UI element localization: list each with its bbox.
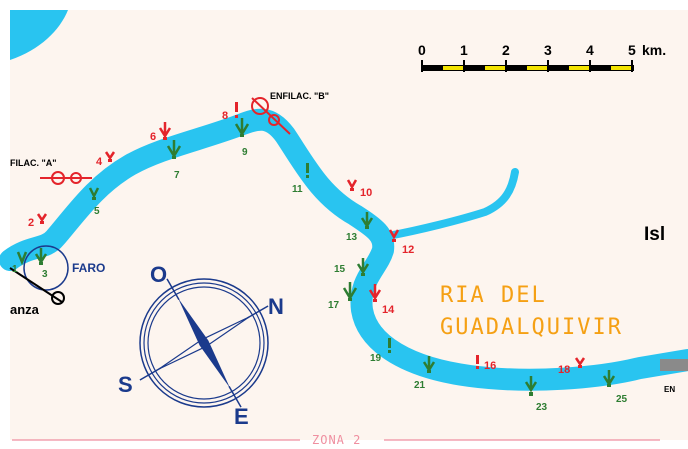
faro-circle <box>23 245 69 291</box>
en-right-label: EN <box>664 385 675 394</box>
water-top-left <box>10 10 68 60</box>
compass-rose <box>139 278 269 408</box>
green-marker-19-label: 19 <box>370 353 382 364</box>
scale-tick-2: 2 <box>502 42 510 58</box>
red-marker-12-label: 12 <box>402 244 414 256</box>
green-marker-7 <box>166 140 182 159</box>
red-marker-6 <box>158 122 172 140</box>
jetty-right <box>660 359 688 371</box>
green-marker-17-label: 17 <box>328 300 340 311</box>
compass-north: N <box>268 294 284 319</box>
scale-tick-0: 0 <box>418 42 426 58</box>
green-marker-19 <box>388 338 391 353</box>
red-marker-8 <box>235 102 238 118</box>
green-marker-25 <box>602 370 616 387</box>
river-name-line2: GUADALQUIVIR <box>440 315 623 340</box>
red-marker-10-label: 10 <box>360 187 372 199</box>
isl-label: Isl <box>644 224 665 245</box>
enfilacion-b-symbol <box>251 97 291 135</box>
black-light-symbol <box>9 267 65 305</box>
scale-tick-3: 3 <box>544 42 552 58</box>
red-marker-18-label: 18 <box>558 364 570 376</box>
scale-unit: km. <box>642 42 666 58</box>
red-marker-10 <box>346 179 358 191</box>
green-marker-15-label: 15 <box>334 264 346 275</box>
red-marker-16 <box>476 355 479 369</box>
scale-tick-5: 5 <box>628 42 636 58</box>
red-marker-8-label: 8 <box>222 110 228 122</box>
river-name-line1: RIA DEL <box>440 283 547 308</box>
zone-label: ZONA 2 <box>312 433 361 447</box>
enfilacion-a-label: FILAC. "A" <box>10 158 57 168</box>
green-marker-23 <box>524 376 538 396</box>
green-marker-21 <box>422 356 436 373</box>
side-branch <box>384 168 519 240</box>
red-marker-12 <box>388 229 400 242</box>
red-marker-18 <box>574 357 586 368</box>
compass-west: O <box>150 262 167 287</box>
green-marker-21-label: 21 <box>414 380 426 391</box>
compass-east: E <box>234 404 249 429</box>
green-marker-5-label: 5 <box>94 206 100 217</box>
red-marker-4-label: 4 <box>96 156 103 168</box>
scale-tick-4: 4 <box>586 42 594 58</box>
scale-bar <box>421 60 634 72</box>
green-marker-11-label: 11 <box>292 184 303 195</box>
green-marker-9 <box>234 118 250 137</box>
green-marker-1 <box>16 251 28 266</box>
faro-label: FARO <box>72 261 105 275</box>
green-marker-11 <box>306 163 309 178</box>
scale-tick-1: 1 <box>460 42 468 58</box>
green-marker-7-label: 7 <box>174 170 180 181</box>
red-marker-4 <box>104 151 116 162</box>
green-marker-17 <box>342 282 358 301</box>
red-marker-16-label: 16 <box>484 360 496 372</box>
red-marker-14 <box>368 284 382 302</box>
green-marker-13-label: 13 <box>346 232 358 243</box>
green-marker-13 <box>360 212 374 229</box>
green-marker-1-label: 1 <box>12 264 18 275</box>
green-marker-3 <box>34 248 48 265</box>
green-marker-5 <box>88 187 100 200</box>
red-marker-2 <box>36 213 48 224</box>
red-marker-6-label: 6 <box>150 131 156 143</box>
compass-south: S <box>118 372 133 397</box>
enfilacion-b-label: ENFILAC. "B" <box>270 91 329 101</box>
red-marker-14-label: 14 <box>382 304 395 316</box>
green-marker-3-label: 3 <box>42 269 48 280</box>
green-marker-9-label: 9 <box>242 147 248 158</box>
red-marker-2-label: 2 <box>28 217 34 229</box>
green-marker-15 <box>356 258 370 276</box>
main-channel <box>0 108 688 391</box>
green-marker-23-label: 23 <box>536 402 548 413</box>
green-marker-25-label: 25 <box>616 394 628 405</box>
anza-label: anza <box>10 302 40 317</box>
enfilacion-a-symbol <box>40 171 92 185</box>
